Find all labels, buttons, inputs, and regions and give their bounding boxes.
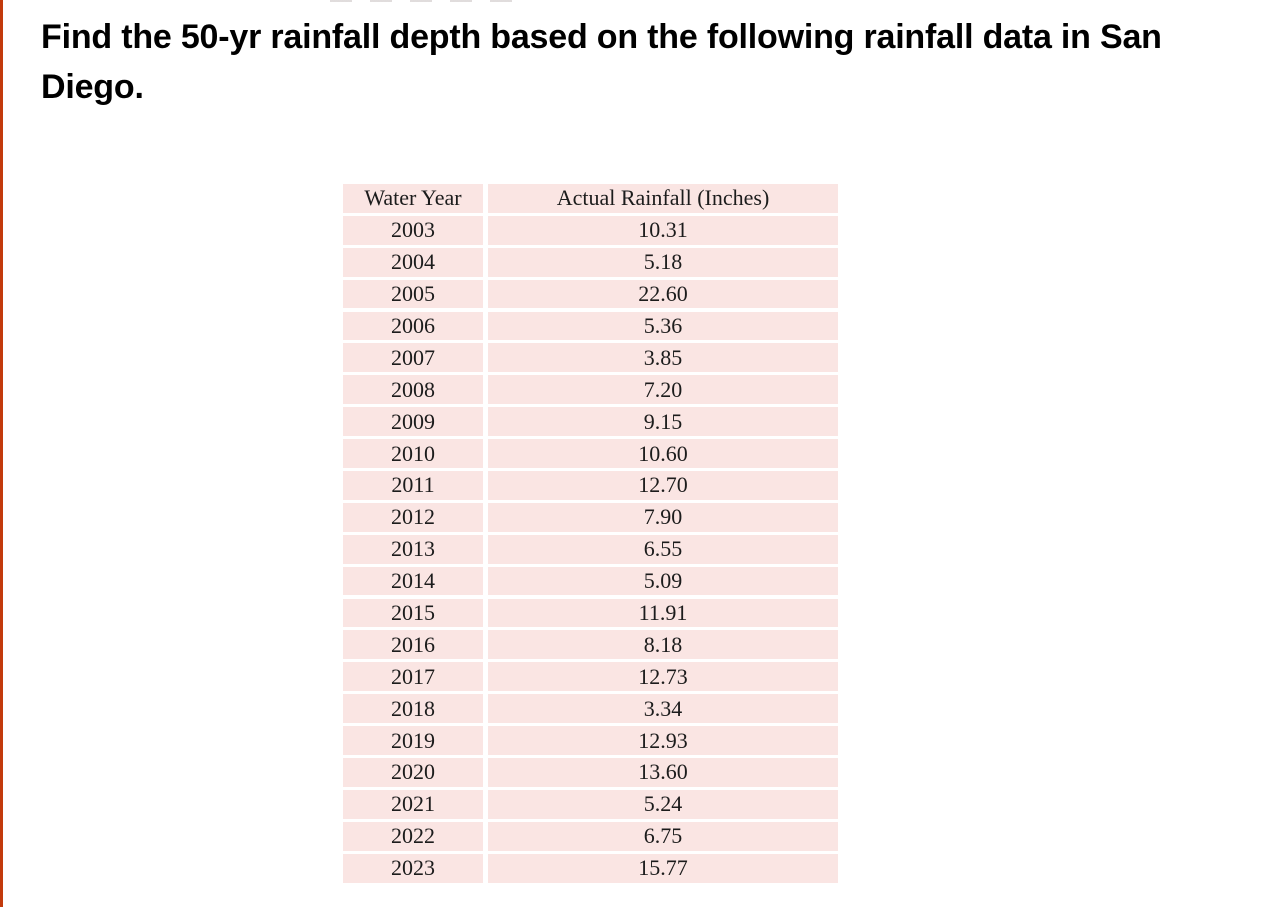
table-cell-rainfall: 13.60 xyxy=(488,758,838,787)
table-cell-water-year: 2015 xyxy=(343,598,483,628)
table-cell-rainfall: 8.18 xyxy=(488,630,838,660)
table-cell-rainfall: 12.73 xyxy=(488,662,838,692)
table-cell-rainfall: 10.31 xyxy=(488,215,838,245)
table-cell-water-year: 2023 xyxy=(343,853,483,883)
table-cell-water-year: 2019 xyxy=(343,726,483,755)
table-cell-rainfall: 15.77 xyxy=(488,853,838,883)
table-cell-rainfall: 5.24 xyxy=(488,789,838,819)
question-title: Find the 50-yr rainfall depth based on t… xyxy=(41,18,1162,106)
table-cell-water-year: 2016 xyxy=(343,630,483,660)
table-cell-rainfall: 6.75 xyxy=(488,821,838,851)
table-cell-water-year: 2021 xyxy=(343,789,483,819)
table-cell-water-year: 2010 xyxy=(343,439,483,468)
rainfall-table: Water Year Actual Rainfall (Inches) 2003… xyxy=(343,184,838,883)
table-cell-rainfall: 7.20 xyxy=(488,375,838,405)
table-cell-rainfall: 3.85 xyxy=(488,343,838,373)
table-cell-rainfall: 12.93 xyxy=(488,726,838,755)
table-cell-water-year: 2005 xyxy=(343,279,483,309)
table-cell-rainfall: 10.60 xyxy=(488,439,838,468)
table-cell-rainfall: 6.55 xyxy=(488,534,838,564)
table-header-water-year: Water Year xyxy=(343,184,483,213)
table-cell-water-year: 2020 xyxy=(343,758,483,787)
table-cell-water-year: 2007 xyxy=(343,343,483,373)
table-cell-water-year: 2004 xyxy=(343,247,483,277)
cropped-top-text-artifact xyxy=(330,0,516,2)
table-cell-water-year: 2006 xyxy=(343,311,483,341)
table-cell-rainfall: 12.70 xyxy=(488,471,838,500)
table-cell-water-year: 2011 xyxy=(343,471,483,500)
table-cell-rainfall: 5.09 xyxy=(488,566,838,596)
table-cell-rainfall: 5.18 xyxy=(488,247,838,277)
table-cell-water-year: 2008 xyxy=(343,375,483,405)
table-cell-rainfall: 11.91 xyxy=(488,598,838,628)
table-cell-rainfall: 9.15 xyxy=(488,407,838,437)
table-cell-water-year: 2014 xyxy=(343,566,483,596)
table-cell-water-year: 2017 xyxy=(343,662,483,692)
table-cell-water-year: 2009 xyxy=(343,407,483,437)
table-cell-rainfall: 5.36 xyxy=(488,311,838,341)
table-cell-water-year: 2018 xyxy=(343,694,483,724)
table-cell-water-year: 2012 xyxy=(343,502,483,532)
table-cell-rainfall: 7.90 xyxy=(488,502,838,532)
table-cell-rainfall: 22.60 xyxy=(488,279,838,309)
table-cell-water-year: 2022 xyxy=(343,821,483,851)
left-accent-border xyxy=(0,0,3,907)
table-cell-rainfall: 3.34 xyxy=(488,694,838,724)
table-cell-water-year: 2003 xyxy=(343,215,483,245)
table-header-actual-rainfall: Actual Rainfall (Inches) xyxy=(488,184,838,213)
table-cell-water-year: 2013 xyxy=(343,534,483,564)
